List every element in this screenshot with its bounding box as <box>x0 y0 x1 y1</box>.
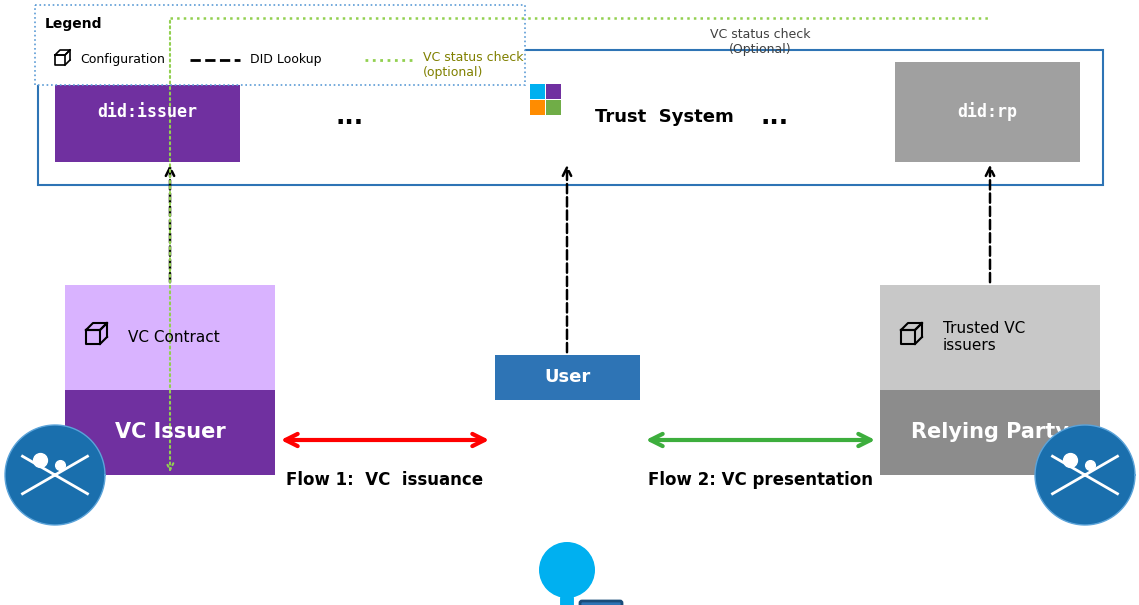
Bar <box>546 84 562 99</box>
FancyBboxPatch shape <box>580 601 622 605</box>
Text: ...: ... <box>336 105 364 129</box>
Text: Legend: Legend <box>46 17 103 31</box>
Bar <box>38 50 1103 185</box>
Circle shape <box>539 542 595 598</box>
Bar <box>495 355 640 400</box>
Text: VC Issuer: VC Issuer <box>115 422 226 442</box>
Text: Relying Party: Relying Party <box>911 422 1068 442</box>
Bar <box>880 285 1100 390</box>
Text: ...: ... <box>761 105 789 129</box>
Circle shape <box>5 425 105 525</box>
Bar <box>530 100 544 115</box>
Bar <box>546 100 562 115</box>
Bar <box>880 390 1100 475</box>
Bar <box>895 62 1080 162</box>
Text: did:issuer: did:issuer <box>98 103 197 121</box>
Text: Flow 1:  VC  issuance: Flow 1: VC issuance <box>286 471 484 489</box>
Text: Flow 2: VC presentation: Flow 2: VC presentation <box>647 471 872 489</box>
Bar <box>55 62 240 162</box>
Text: Trust  System: Trust System <box>595 108 734 126</box>
Text: did:rp: did:rp <box>958 102 1017 122</box>
Text: DID Lookup: DID Lookup <box>249 53 321 67</box>
Bar <box>530 84 544 99</box>
Circle shape <box>1035 425 1134 525</box>
Bar <box>65 285 274 390</box>
Text: VC status check
(Optional): VC status check (Optional) <box>710 28 810 56</box>
FancyBboxPatch shape <box>35 5 525 85</box>
Text: VC status check
(optional): VC status check (optional) <box>423 51 524 79</box>
Text: Trusted VC
issuers: Trusted VC issuers <box>943 321 1025 353</box>
Bar <box>65 390 274 475</box>
Text: User: User <box>544 368 591 387</box>
Text: Configuration: Configuration <box>80 53 165 67</box>
Text: VC Contract: VC Contract <box>128 330 220 344</box>
